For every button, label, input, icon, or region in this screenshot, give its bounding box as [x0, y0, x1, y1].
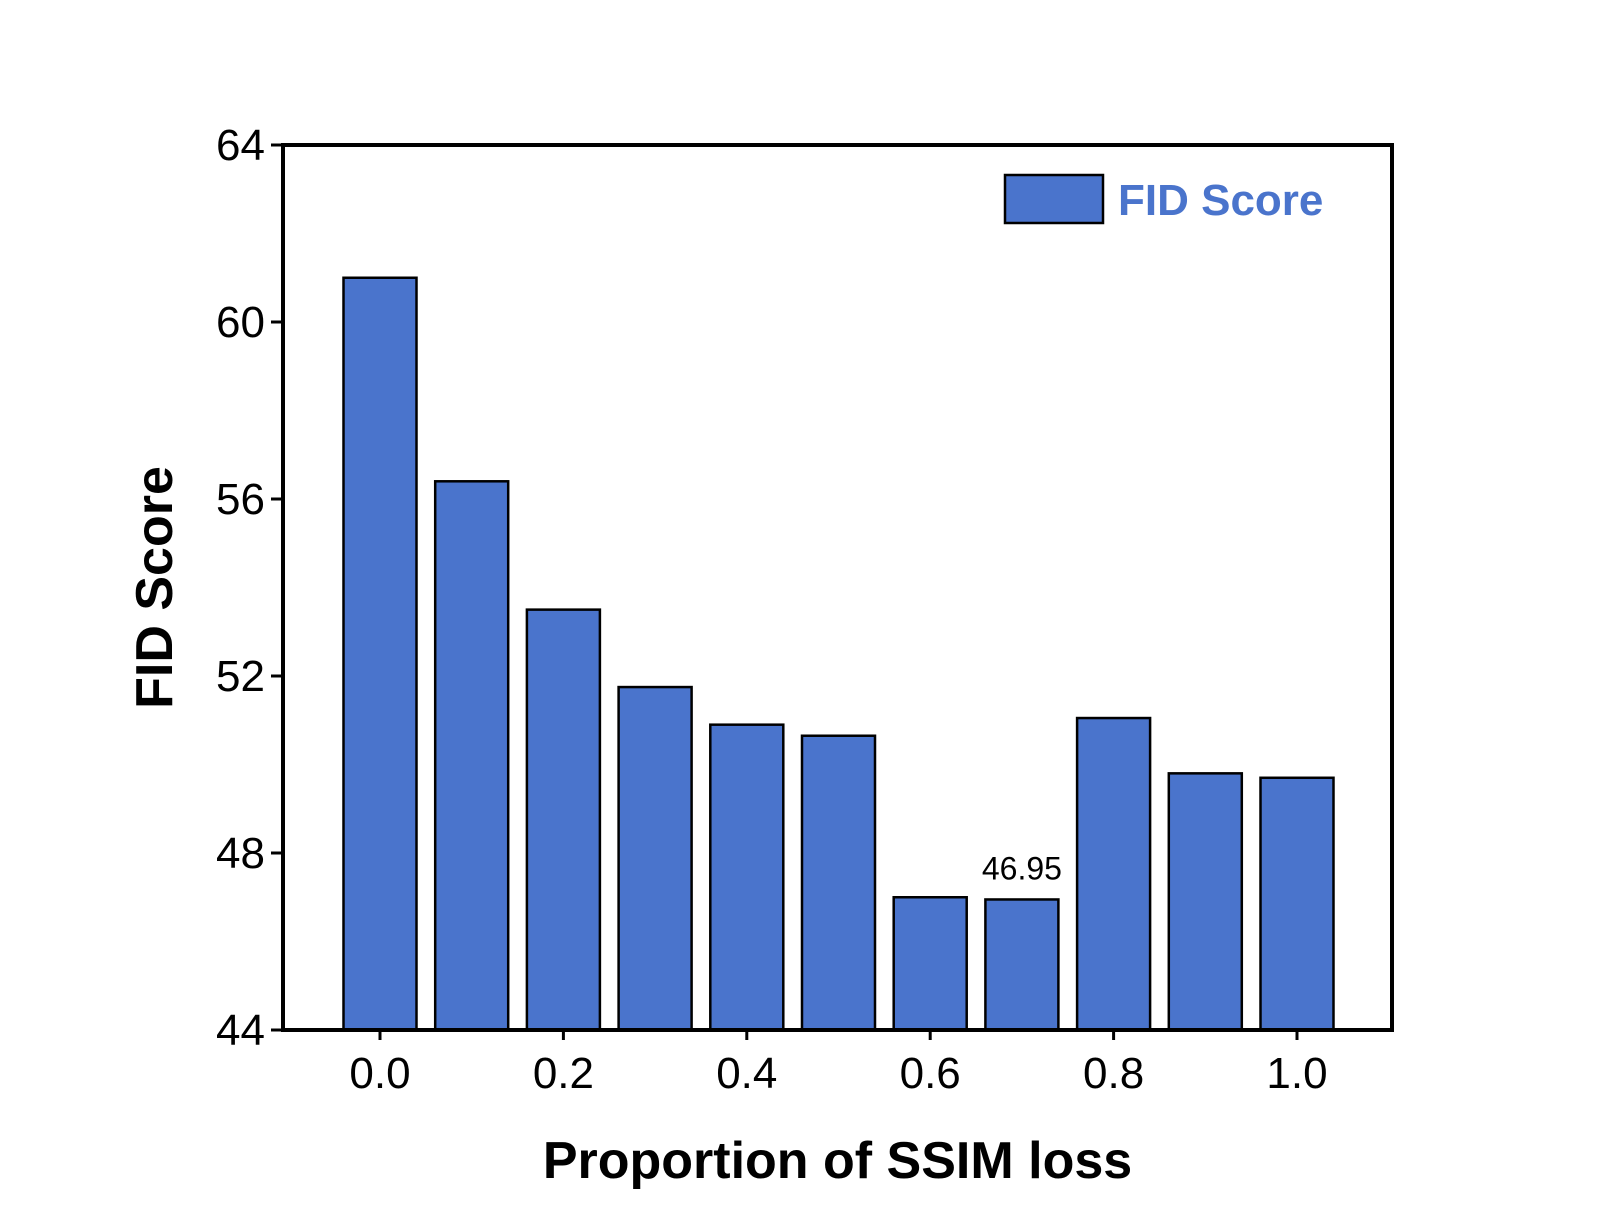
bar-3: [617, 685, 693, 1032]
x-tick-label-0: 0.0: [349, 1049, 410, 1098]
x-tick-label-5: 1.0: [1266, 1049, 1327, 1098]
x-axis-ticks: 0.0 0.2 0.4 0.6 0.8 1.0: [349, 1030, 1328, 1098]
data-label-0: 46.95: [982, 850, 1062, 886]
y-tick-label-3: 56: [216, 475, 265, 524]
bar-9: [1167, 772, 1244, 1032]
x-tick-label-4: 0.8: [1083, 1049, 1144, 1098]
annotations: 46.95: [982, 850, 1062, 886]
bar-0: [342, 276, 418, 1032]
legend: FID Score: [1003, 173, 1323, 225]
bar-5: [800, 734, 877, 1032]
y-tick-label-2: 52: [216, 652, 265, 701]
x-axis-title: Proportion of SSIM loss: [543, 1132, 1132, 1190]
bar-1: [433, 480, 510, 1032]
x-tick-label-2: 0.4: [716, 1049, 777, 1098]
bar-6: [892, 896, 968, 1032]
x-tick-label-1: 0.2: [533, 1049, 594, 1098]
bar-10: [1259, 776, 1335, 1032]
y-axis-ticks: 44 48 52 56 60 64: [216, 121, 283, 1055]
y-tick-label-0: 44: [216, 1006, 265, 1055]
legend-swatch: [1003, 173, 1105, 225]
y-tick-label-5: 64: [216, 121, 265, 170]
bar-4: [709, 723, 785, 1032]
bars: [342, 276, 1335, 1032]
bar-7: [984, 898, 1060, 1032]
x-tick-label-3: 0.6: [900, 1049, 961, 1098]
bar-8: [1075, 716, 1152, 1032]
bar-2: [525, 608, 602, 1032]
plot-frame: [281, 143, 1394, 1032]
y-axis-title: FID Score: [126, 466, 184, 709]
legend-label: FID Score: [1118, 176, 1323, 225]
y-tick-label-1: 48: [216, 829, 265, 878]
y-tick-label-4: 60: [216, 298, 265, 347]
